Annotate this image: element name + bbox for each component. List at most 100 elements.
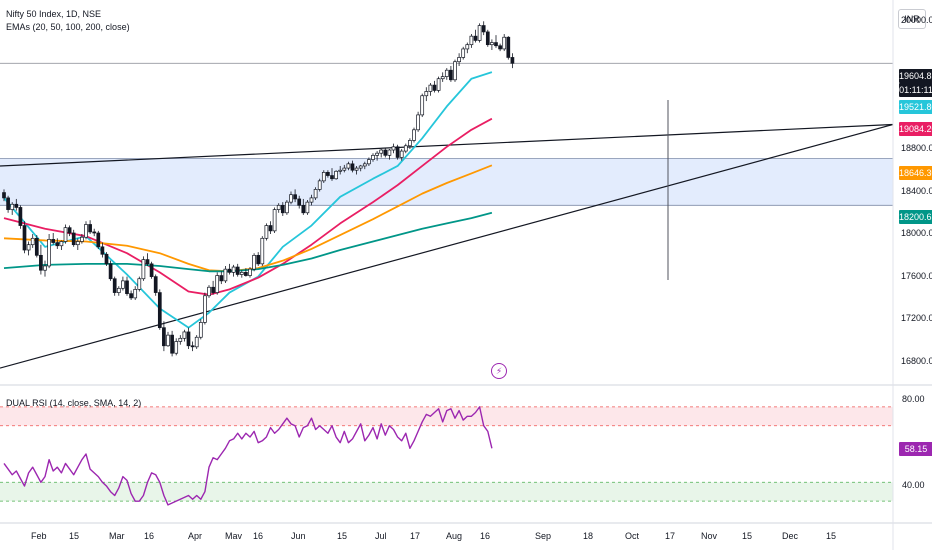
candle-body bbox=[453, 61, 457, 81]
candle-body bbox=[436, 78, 441, 91]
candle-body bbox=[231, 266, 236, 273]
time-tick-label: 15 bbox=[826, 531, 837, 541]
ema-indicator-label[interactable]: EMAs (20, 50, 100, 200, close) bbox=[6, 22, 130, 32]
time-tick-label: 17 bbox=[410, 531, 421, 541]
candle-body bbox=[145, 259, 150, 265]
ema200-price-tag: 18200.65 bbox=[899, 210, 932, 224]
price-tick-label: 17200.00 bbox=[901, 313, 932, 324]
price-tick-label: 16800.00 bbox=[901, 355, 932, 366]
candle-body bbox=[342, 167, 347, 171]
candle-body bbox=[383, 149, 388, 156]
candle-body bbox=[186, 331, 191, 347]
time-tick-label: Mar bbox=[109, 531, 125, 541]
candle-body bbox=[358, 165, 363, 169]
candle-body bbox=[10, 203, 15, 210]
candle-body bbox=[96, 232, 101, 248]
candle-body bbox=[494, 42, 498, 47]
candle-body bbox=[391, 146, 396, 151]
candle-body bbox=[465, 44, 470, 50]
candle-body bbox=[71, 232, 76, 246]
time-tick-label: Mav bbox=[225, 531, 243, 541]
lower-trendline bbox=[0, 123, 894, 369]
rsi-indicator-label[interactable]: DUAL RSI (14, close, SMA, 14, 2) bbox=[6, 398, 142, 408]
ema100-price-tag: 18646.30 bbox=[899, 166, 932, 180]
candle-body bbox=[133, 289, 138, 299]
candle-body bbox=[104, 253, 109, 265]
candle-body bbox=[412, 129, 416, 141]
symbol-title: Nifty 50 Index, 1D, NSE bbox=[6, 9, 102, 19]
candle-body bbox=[55, 242, 60, 247]
candle-body bbox=[2, 192, 6, 199]
ema20-line bbox=[3, 71, 493, 329]
candle-body bbox=[367, 159, 371, 165]
time-tick-label: 16 bbox=[253, 531, 264, 541]
candle-body bbox=[449, 69, 453, 81]
candle-body bbox=[129, 293, 133, 299]
time-tick-label: 16 bbox=[480, 531, 491, 541]
candle-body bbox=[256, 254, 261, 265]
rsi-lower-label: 40.00 bbox=[902, 480, 925, 490]
candle-body bbox=[371, 154, 375, 160]
candle-body bbox=[51, 239, 56, 243]
candle-body bbox=[141, 259, 146, 280]
ema50-price-tag: 19084.20 bbox=[899, 122, 932, 136]
candle-body bbox=[350, 163, 355, 171]
candle-body bbox=[362, 163, 367, 167]
ema100-line bbox=[3, 164, 493, 273]
candle-body bbox=[88, 224, 92, 233]
lightning-bolt-icon[interactable]: ⚡ bbox=[491, 363, 507, 379]
candle-body bbox=[354, 167, 359, 171]
candle-body bbox=[276, 204, 281, 210]
oversold-band bbox=[0, 482, 893, 502]
time-tick-label: 16 bbox=[144, 531, 155, 541]
candle-body bbox=[485, 31, 490, 46]
candle-body bbox=[457, 57, 461, 63]
price-tick-label: 18400.00 bbox=[901, 185, 932, 196]
candle-body bbox=[444, 69, 449, 77]
candle-body bbox=[252, 254, 256, 270]
candle-body bbox=[428, 84, 433, 92]
rsi-line bbox=[3, 406, 493, 506]
candle-body bbox=[108, 263, 113, 280]
candle-body bbox=[194, 336, 199, 348]
upper-trendline bbox=[0, 123, 894, 167]
candle-body bbox=[100, 246, 105, 255]
candle-body bbox=[149, 263, 154, 277]
candle-body bbox=[207, 286, 211, 297]
candle-body bbox=[506, 36, 511, 58]
candle-body bbox=[75, 241, 80, 246]
candle-body bbox=[166, 334, 170, 347]
candle-body bbox=[403, 145, 408, 152]
candle-body bbox=[153, 276, 158, 293]
candle-body bbox=[22, 225, 27, 251]
candle-body bbox=[215, 275, 220, 293]
candle-body bbox=[239, 272, 244, 275]
candle-body bbox=[174, 341, 179, 354]
candle-body bbox=[137, 278, 142, 290]
time-tick-label: 18 bbox=[583, 531, 594, 541]
candle-body bbox=[260, 237, 265, 265]
time-tick-label: Jun bbox=[291, 531, 306, 541]
time-tick-label: Sep bbox=[535, 531, 552, 541]
candle-body bbox=[424, 91, 429, 97]
candle-body bbox=[297, 198, 302, 206]
time-tick-label: Apr bbox=[188, 531, 203, 541]
currency-button[interactable]: INR bbox=[898, 9, 926, 29]
candle-body bbox=[375, 152, 379, 156]
candle-body bbox=[227, 268, 232, 273]
candle-body bbox=[125, 280, 129, 294]
candle-body bbox=[34, 237, 39, 256]
candle-body bbox=[157, 292, 162, 329]
time-tick-label: 15 bbox=[337, 531, 348, 541]
candle-body bbox=[317, 180, 322, 190]
candle-body bbox=[178, 337, 183, 342]
candle-body bbox=[461, 48, 466, 58]
candle-body bbox=[477, 25, 482, 41]
candle-body bbox=[116, 287, 121, 293]
candle-body bbox=[305, 201, 310, 214]
candle-body bbox=[469, 35, 474, 46]
candle-body bbox=[326, 172, 330, 176]
candle-body bbox=[420, 95, 425, 116]
